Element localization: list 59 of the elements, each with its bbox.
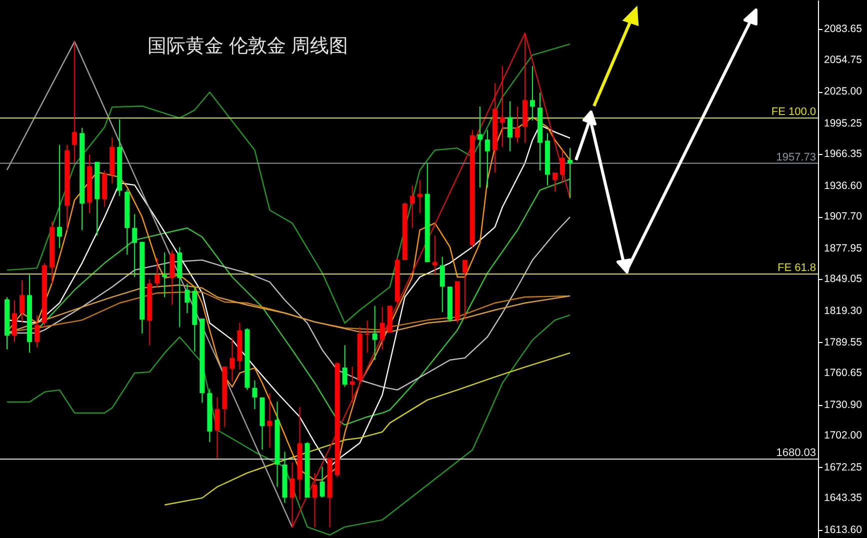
y-tick-label: 1995.25 xyxy=(824,117,862,130)
candlestick xyxy=(20,280,25,324)
candlestick xyxy=(364,320,370,354)
candlestick xyxy=(184,282,190,314)
y-tick-label: 1643.35 xyxy=(824,492,862,504)
ref-line-label: 1680.03 xyxy=(776,447,816,460)
y-tick-label: 1730.90 xyxy=(824,398,862,411)
ref-line-label: FE 100.0 xyxy=(771,106,816,118)
candlestick xyxy=(417,180,422,214)
candlestick xyxy=(500,66,505,148)
candlestick xyxy=(350,366,355,404)
y-tick-label: 1966.35 xyxy=(824,148,862,160)
candlestick xyxy=(410,184,415,228)
candlestick xyxy=(162,252,168,298)
candlestick xyxy=(440,256,445,313)
line-series xyxy=(6,314,571,536)
candlestick xyxy=(568,148,572,199)
y-tick-label: 1702.00 xyxy=(824,430,862,442)
y-tick-label: 1907.70 xyxy=(824,210,862,223)
y-tick-label: 1760.65 xyxy=(824,367,862,380)
candlestick xyxy=(530,66,535,121)
candlestick xyxy=(57,144,62,249)
candlestick xyxy=(342,344,348,388)
candlestick xyxy=(252,380,258,410)
candlestick xyxy=(372,305,378,361)
y-tick-label: 1849.05 xyxy=(824,273,862,286)
candlestick xyxy=(267,392,272,448)
y-tick-label: 1936.60 xyxy=(824,180,862,192)
candlestick xyxy=(230,337,235,382)
candlestick xyxy=(214,396,220,459)
candlestick xyxy=(34,314,40,348)
line-series xyxy=(164,352,571,506)
candlestick xyxy=(462,259,468,320)
candlestick xyxy=(507,100,512,152)
y-tick-label: 2083.65 xyxy=(824,23,862,36)
candlestick xyxy=(290,462,295,528)
y-tick-label: 1877.95 xyxy=(824,242,862,254)
y-tick-label: 2025.00 xyxy=(824,86,862,98)
y-tick-label: 1613.60 xyxy=(824,524,862,536)
candlestick xyxy=(320,466,325,498)
candlestick xyxy=(552,172,558,192)
candlestick xyxy=(560,150,565,184)
ref-line-label: 1957.73 xyxy=(776,151,816,164)
y-tick-label: 2054.75 xyxy=(824,54,862,66)
candlestick xyxy=(477,106,482,188)
candlestick xyxy=(72,41,78,164)
candlestick xyxy=(12,300,18,342)
candlestick xyxy=(484,129,490,188)
candlestick xyxy=(154,257,160,288)
y-tick-label: 1789.55 xyxy=(824,336,862,348)
candlestick xyxy=(432,234,438,276)
text: 国际黄金 伦敦金 周线图 xyxy=(148,36,348,57)
ref-line-label: FE 61.8 xyxy=(777,262,816,274)
candlestick xyxy=(380,306,385,350)
y-tick-label: 1819.30 xyxy=(824,304,862,317)
candlestick xyxy=(312,472,318,528)
candlestick xyxy=(514,106,520,144)
y-tick-label: 1672.25 xyxy=(824,461,862,474)
candlestick xyxy=(132,214,138,278)
